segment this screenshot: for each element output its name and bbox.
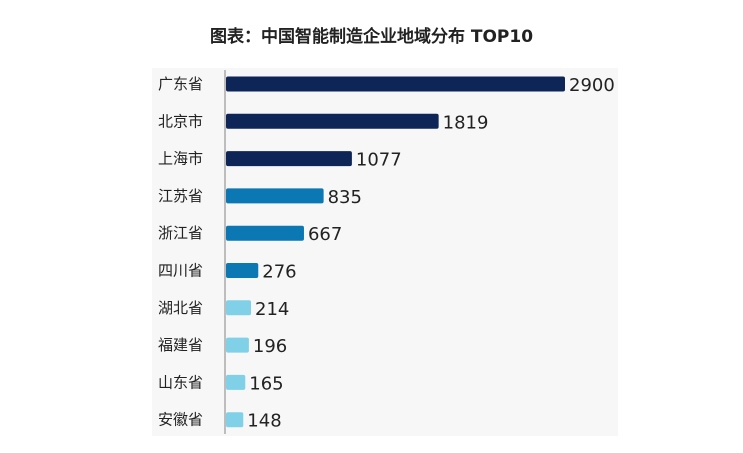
bar [226, 300, 252, 316]
data-label: 196 [253, 336, 287, 357]
data-label: 2900 [569, 75, 615, 96]
bar [226, 337, 249, 353]
bar [226, 374, 246, 390]
data-label: 165 [249, 373, 283, 394]
category-label: 北京市 [158, 112, 203, 130]
category-label: 广东省 [158, 75, 203, 93]
category-label: 山东省 [158, 373, 203, 391]
bar [226, 188, 324, 204]
data-label: 276 [262, 262, 296, 283]
bar [226, 412, 244, 428]
chart-title: 图表：中国智能制造企业地域分布 TOP10 [209, 27, 534, 47]
category-label: 福建省 [158, 336, 203, 354]
category-label: 浙江省 [158, 224, 203, 242]
plot-area [152, 68, 618, 436]
data-label: 214 [255, 299, 289, 320]
bar [226, 113, 439, 129]
bar [226, 151, 352, 167]
bar [226, 76, 565, 92]
data-label: 667 [308, 224, 342, 245]
data-label: 1077 [356, 150, 402, 171]
data-label: 835 [328, 187, 362, 208]
category-label: 四川省 [158, 262, 203, 280]
category-label: 上海市 [158, 150, 203, 168]
data-label: 148 [247, 411, 281, 432]
data-label: 1819 [443, 112, 489, 133]
bar [226, 263, 259, 278]
category-label: 湖北省 [158, 299, 203, 317]
category-label: 安徽省 [158, 411, 203, 429]
bar [226, 225, 304, 241]
category-label: 江苏省 [158, 187, 203, 205]
